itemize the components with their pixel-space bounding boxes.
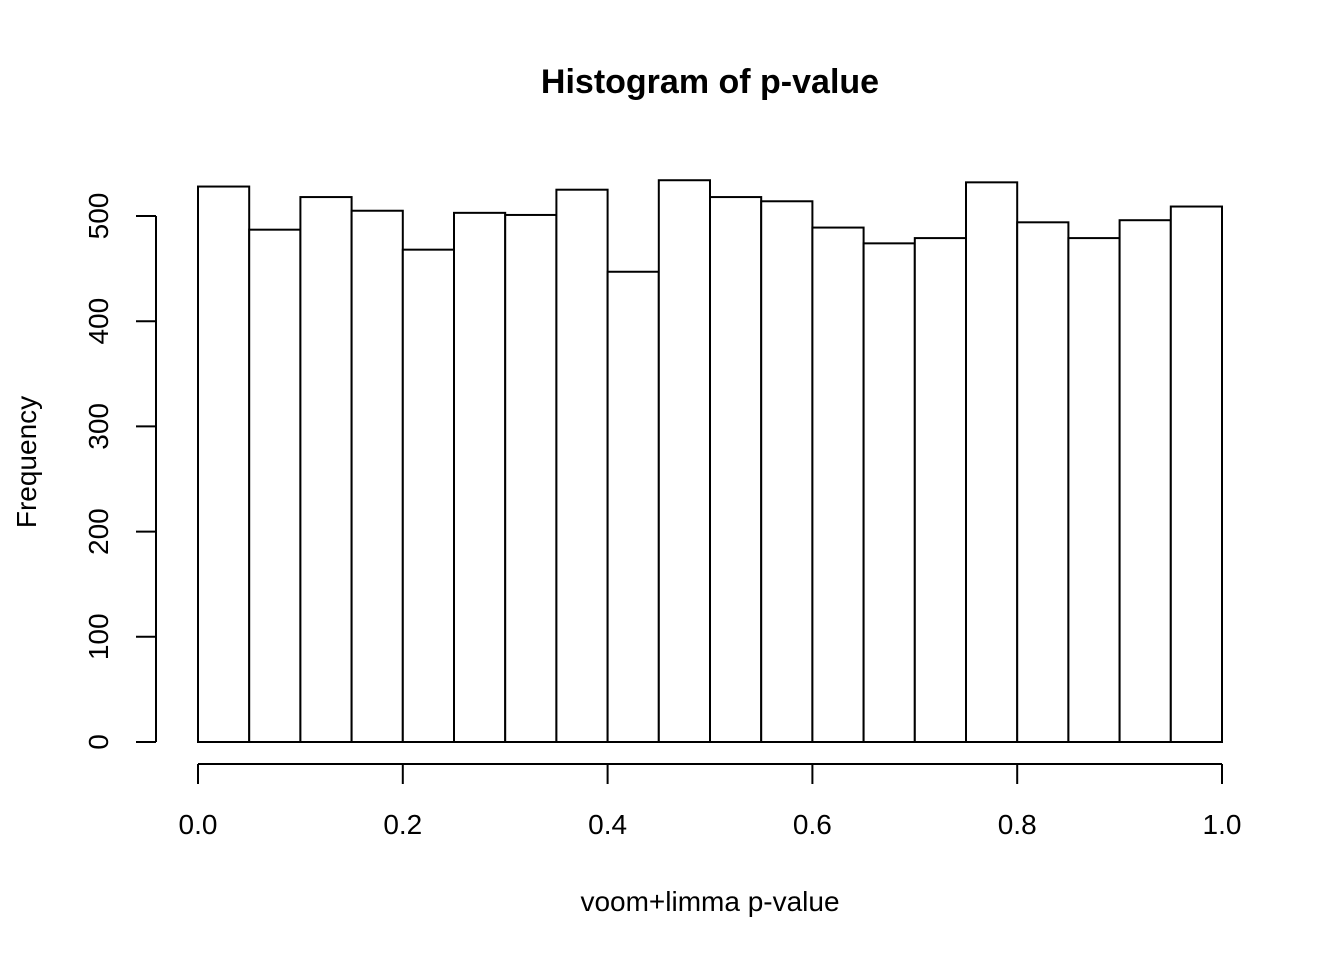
histogram-bar (197, 185, 251, 743)
y-tick-label: 100 (83, 613, 114, 660)
chart-title: Histogram of p-value (541, 63, 879, 101)
y-axis-title: Frequency (11, 396, 42, 528)
histogram-bar (1118, 219, 1172, 743)
y-tick-label: 400 (83, 298, 114, 345)
y-axis: 0 100 200 300 400 500 (83, 193, 157, 750)
x-tick-label: 0.4 (588, 809, 627, 840)
histogram-bar (350, 209, 404, 744)
y-tick-label: 200 (83, 508, 114, 555)
histogram-bar (606, 270, 660, 743)
histogram-bar (555, 188, 609, 743)
histogram-bar (401, 248, 455, 743)
histogram-bar (862, 242, 916, 744)
histogram-bar (504, 213, 558, 743)
histogram-bar (913, 237, 967, 743)
x-axis: 0.0 0.2 0.4 0.6 0.8 1.0 (179, 763, 1242, 840)
histogram-bar (760, 200, 814, 744)
histogram-bar (709, 196, 763, 743)
histogram-bar (1169, 205, 1224, 744)
histogram-bar (811, 226, 865, 743)
x-tick-label: 1.0 (1203, 809, 1242, 840)
histogram-bar (1067, 237, 1121, 743)
x-axis-title: voom+limma p-value (580, 886, 839, 917)
y-tick-label: 300 (83, 403, 114, 450)
bars-group (197, 179, 1224, 744)
x-tick-label: 0.0 (179, 809, 218, 840)
y-tick-label: 500 (83, 193, 114, 240)
histogram-bar (965, 181, 1019, 743)
x-tick-label: 0.6 (793, 809, 832, 840)
histogram-bar (299, 196, 353, 743)
histogram-bar (1016, 221, 1070, 743)
histogram-bar (453, 211, 507, 743)
x-tick-label: 0.2 (383, 809, 422, 840)
x-tick-label: 0.8 (998, 809, 1037, 840)
y-tick-label: 0 (83, 734, 114, 750)
histogram-bar (248, 228, 302, 743)
histogram-bar (657, 179, 711, 743)
